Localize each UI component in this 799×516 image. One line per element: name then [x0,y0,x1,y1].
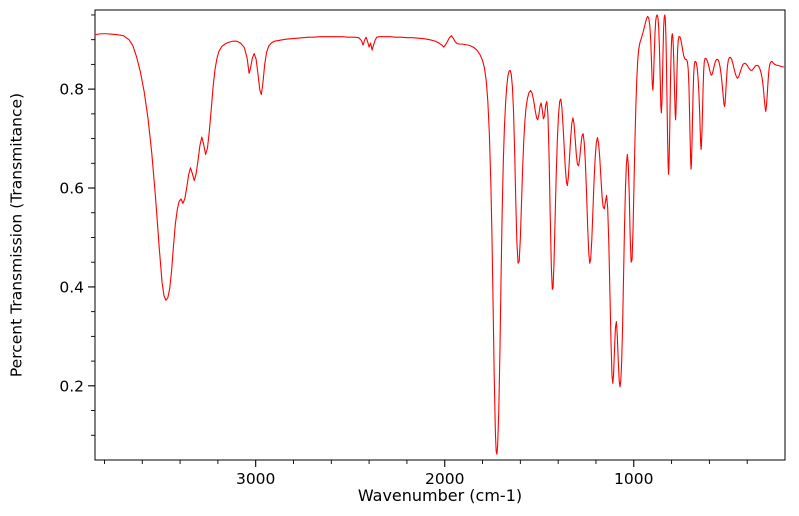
x-tick-label: 3000 [236,470,275,488]
y-minor-ticks [91,14,95,436]
x-axis-ticks: 3000 2000 1000 [236,460,653,488]
spectrum-line [94,14,785,455]
y-tick-label: 0.4 [59,278,84,296]
y-tick-label: 0.2 [59,377,84,395]
plot-frame [94,9,786,461]
x-axis-label: Wavenumber (cm-1) [357,486,523,505]
x-minor-ticks [104,460,748,464]
y-axis-ticks: 0.2 0.4 0.6 0.8 [59,81,95,395]
y-tick-label: 0.6 [59,180,84,198]
x-tick-label: 1000 [614,470,653,488]
x-tick-label: 2000 [425,470,464,488]
y-axis-label: Percent Transmission (Transmitance) [7,92,26,378]
y-tick-label: 0.8 [59,81,84,99]
